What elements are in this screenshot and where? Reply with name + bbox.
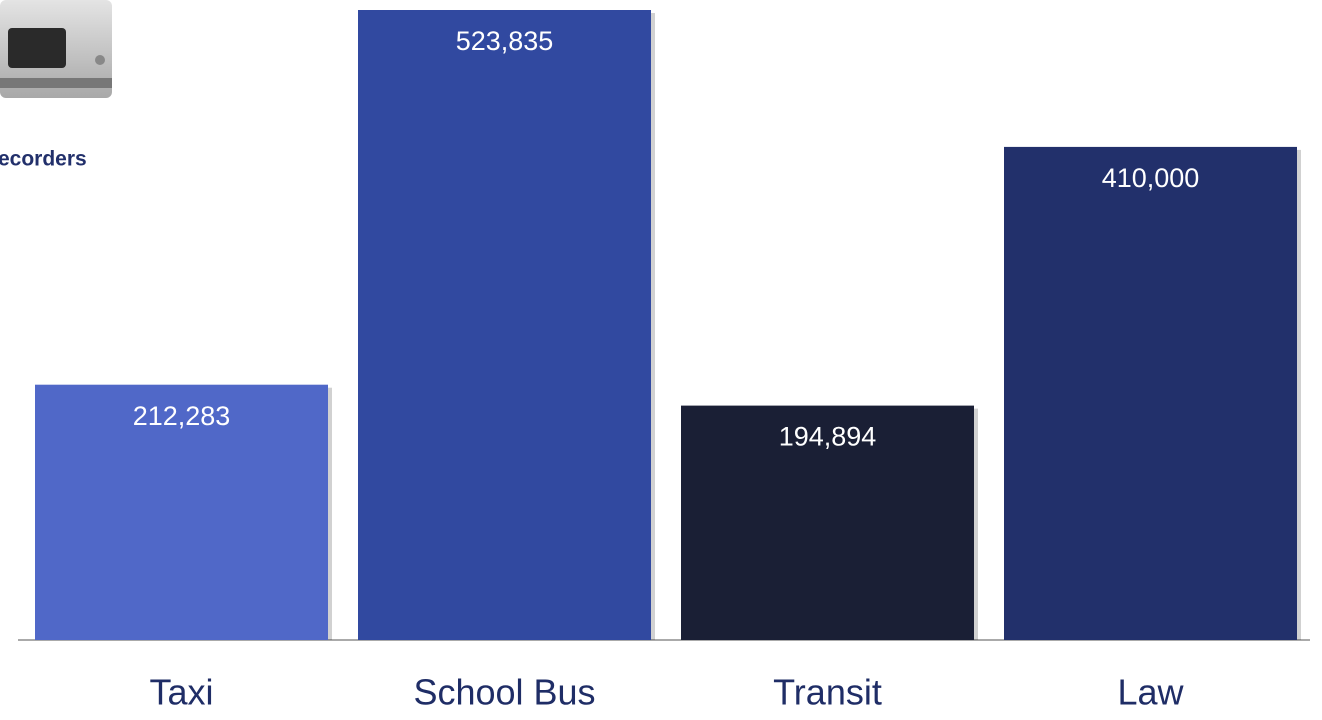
bar [35,384,328,640]
category-label: Transit [773,672,882,713]
category-label: Law [1117,672,1184,713]
bar [1004,146,1297,640]
value-label: 523,835 [456,26,554,56]
annotation: ecorders [0,148,87,171]
category-label: School Bus [413,672,595,713]
value-label: 194,894 [779,422,877,452]
value-label: 212,283 [133,401,231,431]
category-label: Taxi [149,672,213,713]
value-label: 410,000 [1102,163,1200,193]
device-image [0,0,112,98]
bar [358,10,651,640]
bar [681,405,974,640]
